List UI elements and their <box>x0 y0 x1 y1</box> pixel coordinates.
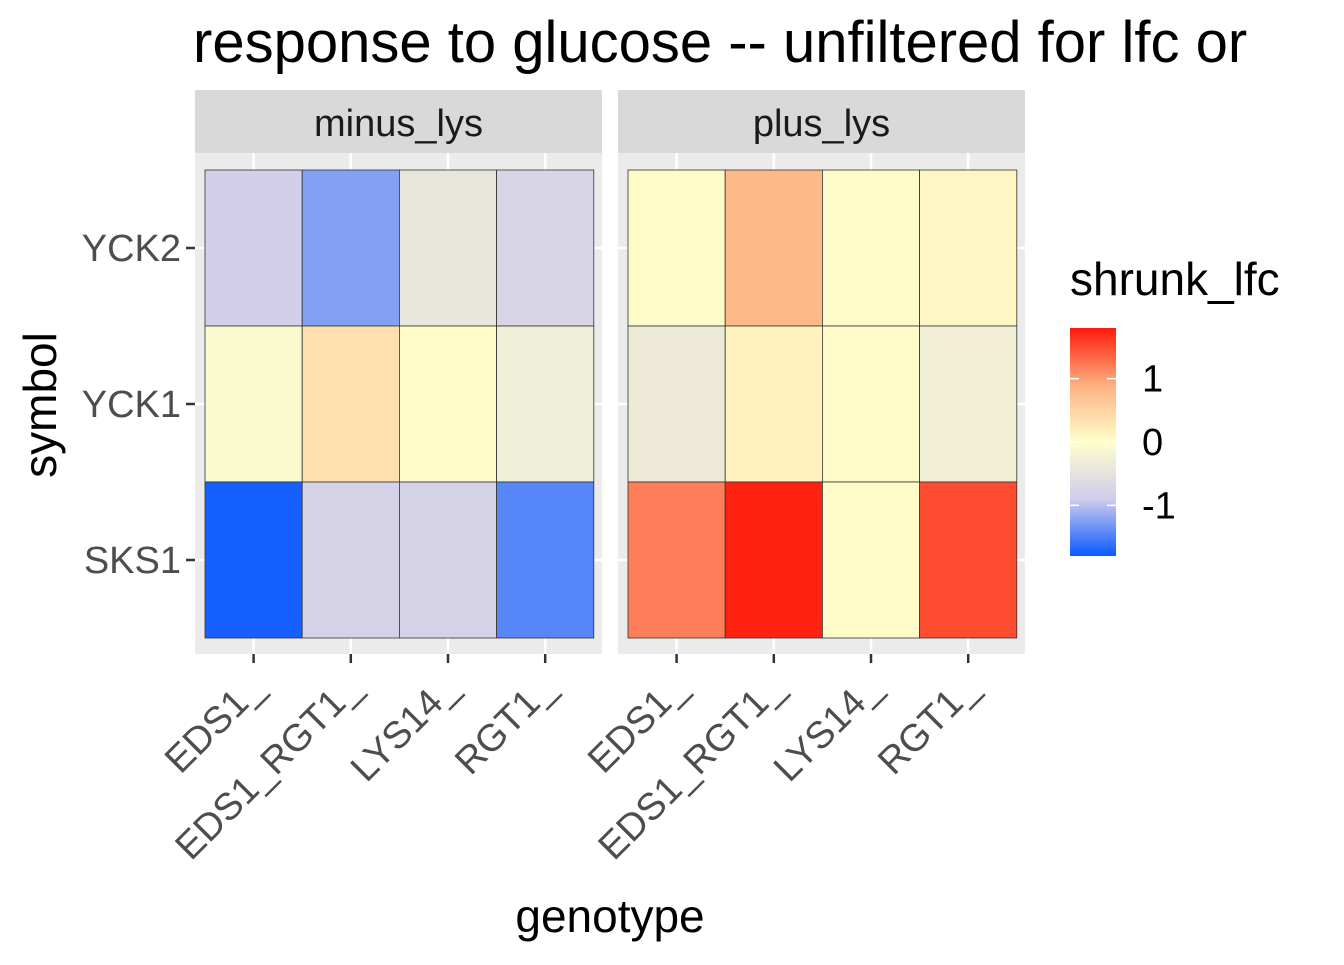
legend-tick-label: 0 <box>1142 422 1163 464</box>
y-axis-title: symbol <box>14 332 66 478</box>
y-axis: YCK2 YCK1 SKS1 <box>82 228 195 582</box>
x-tick-label: RGT1_ <box>870 666 987 783</box>
heatmap-cell-minus_lys-YCK1-EDS1_RGT1_ <box>301 325 400 483</box>
x-tick-label: LYS14_ <box>343 666 467 790</box>
legend-title: shrunk_lfc <box>1070 253 1280 305</box>
heatmap-cell-minus_lys-YCK2-LYS14_ <box>398 169 497 327</box>
chart-title: response to glucose -- unfiltered for lf… <box>193 10 1247 75</box>
heatmap-cell-plus_lys-SKS1-EDS1_ <box>627 481 726 639</box>
y-tick-label: SKS1 <box>84 540 181 582</box>
facet-strip <box>195 90 602 153</box>
heatmap-cell-plus_lys-YCK2-EDS1_ <box>627 169 726 327</box>
heatmap-cell-minus_lys-YCK2-RGT1_ <box>496 169 595 327</box>
heatmap-cell-plus_lys-YCK1-RGT1_ <box>919 325 1018 483</box>
heatmap-cell-plus_lys-YCK2-RGT1_ <box>919 169 1018 327</box>
legend-tick-label: -1 <box>1142 485 1176 527</box>
heatmap-cell-plus_lys-YCK1-EDS1_RGT1_ <box>724 325 823 483</box>
y-tick-label: YCK1 <box>82 384 181 426</box>
heatmap-cell-plus_lys-SKS1-EDS1_RGT1_ <box>724 481 823 639</box>
heatmap-cell-minus_lys-YCK1-RGT1_ <box>496 325 595 483</box>
heatmap-cell-minus_lys-YCK2-EDS1_ <box>204 169 303 327</box>
heatmap-cell-minus_lys-YCK2-EDS1_RGT1_ <box>301 169 400 327</box>
heatmap-cell-minus_lys-SKS1-EDS1_ <box>204 481 303 639</box>
legend: shrunk_lfc 1 0 -1 <box>1070 253 1280 556</box>
heatmap-cell-minus_lys-SKS1-EDS1_RGT1_ <box>301 481 400 639</box>
heatmap-cell-plus_lys-YCK2-LYS14_ <box>822 169 921 327</box>
x-axis-title: genotype <box>515 890 704 942</box>
heatmap-cell-plus_lys-YCK1-LYS14_ <box>822 325 921 483</box>
x-tick-label: LYS14_ <box>766 666 890 790</box>
heatmap-cell-minus_lys-YCK1-EDS1_ <box>204 325 303 483</box>
heatmap-cell-minus_lys-SKS1-RGT1_ <box>496 481 595 639</box>
heatmap-cell-plus_lys-YCK2-EDS1_RGT1_ <box>724 169 823 327</box>
legend-ticks: 1 0 -1 <box>1070 359 1176 527</box>
y-tick-label: YCK2 <box>82 228 181 270</box>
heatmap-cell-plus_lys-SKS1-RGT1_ <box>919 481 1018 639</box>
x-tick-label: RGT1_ <box>447 666 564 783</box>
heatmap-cell-plus_lys-YCK1-EDS1_ <box>627 325 726 483</box>
heatmap-cell-minus_lys-YCK1-LYS14_ <box>398 325 497 483</box>
facet-strip <box>618 90 1025 153</box>
facet-strip-label: plus_lys <box>753 103 890 145</box>
facet-strip-label: minus_lys <box>314 103 483 145</box>
heatmap-cell-minus_lys-SKS1-LYS14_ <box>398 481 497 639</box>
facets: minus_lysEDS1_EDS1_RGT1_LYS14_RGT1_plus_… <box>157 90 1025 868</box>
legend-tick-label: 1 <box>1142 359 1163 401</box>
heatmap-cell-plus_lys-SKS1-LYS14_ <box>822 481 921 639</box>
